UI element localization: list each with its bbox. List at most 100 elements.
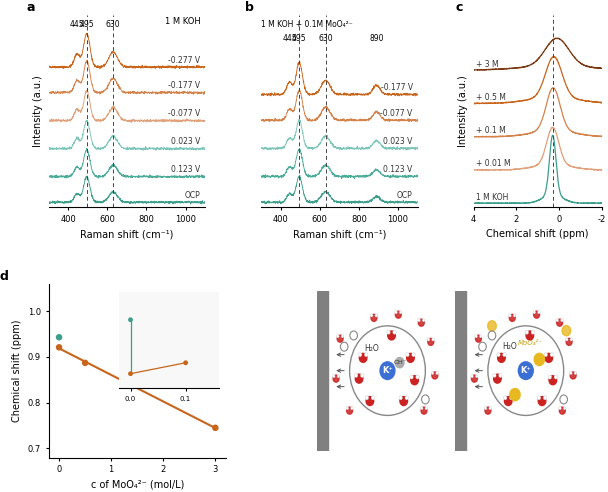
Circle shape [370,314,373,317]
Circle shape [533,310,536,314]
Circle shape [475,335,482,342]
Y-axis label: Chemical shift (ppm): Chemical shift (ppm) [12,319,22,422]
Circle shape [557,319,562,326]
Text: -0.177 V: -0.177 V [168,81,200,91]
Circle shape [337,335,343,342]
Circle shape [549,376,557,385]
Circle shape [400,397,407,405]
Bar [317,291,328,451]
Circle shape [337,374,340,378]
Point [80,359,90,367]
Circle shape [358,353,362,357]
X-axis label: Raman shift (cm⁻¹): Raman shift (cm⁻¹) [80,229,174,239]
Circle shape [563,406,566,410]
Circle shape [544,396,547,400]
Point [54,343,64,351]
Circle shape [537,396,541,400]
Circle shape [492,373,496,377]
Circle shape [519,362,533,379]
Circle shape [556,319,559,322]
Text: OCP: OCP [397,191,413,200]
Circle shape [399,396,402,400]
Circle shape [354,373,358,377]
Circle shape [565,338,568,341]
Circle shape [499,373,502,377]
Text: b: b [246,1,254,14]
Circle shape [395,310,398,314]
Circle shape [488,321,496,331]
Circle shape [371,314,377,321]
Circle shape [550,353,553,357]
Circle shape [471,374,474,378]
Circle shape [347,407,353,414]
Circle shape [510,314,515,321]
Circle shape [395,358,404,368]
Circle shape [538,397,546,405]
Text: c: c [455,1,463,14]
Circle shape [570,371,572,374]
Text: 630: 630 [106,20,120,29]
Circle shape [475,335,477,338]
Text: 1 M KOH: 1 M KOH [475,193,508,202]
Circle shape [513,314,516,317]
Text: OCP: OCP [185,191,200,200]
Circle shape [365,396,368,400]
Circle shape [484,406,487,410]
Circle shape [371,396,375,400]
Bar [455,291,466,451]
Text: -0.277 V: -0.277 V [168,56,200,64]
Circle shape [431,371,434,374]
Text: 445: 445 [70,20,85,29]
Circle shape [428,338,434,345]
Circle shape [387,330,390,335]
Text: -0.077 V: -0.077 V [381,109,413,118]
Circle shape [436,371,438,374]
Text: + 0.5 M: + 0.5 M [475,93,506,102]
Circle shape [545,353,553,362]
Text: OH⁻: OH⁻ [393,360,406,365]
X-axis label: c of MoO₄²⁻ (mol/L): c of MoO₄²⁻ (mol/L) [91,480,184,490]
Circle shape [534,353,545,366]
Circle shape [537,310,541,314]
Circle shape [525,330,528,335]
Circle shape [375,314,378,317]
Text: + 0.1 M: + 0.1 M [475,126,505,135]
Circle shape [471,375,477,382]
Circle shape [410,375,413,379]
Circle shape [422,319,425,322]
Text: 0.023 V: 0.023 V [171,137,200,146]
Text: + 0.01 M: + 0.01 M [475,159,510,168]
Text: 0.123 V: 0.123 V [384,165,413,174]
Circle shape [510,396,513,400]
Circle shape [412,353,415,357]
Text: K⁺: K⁺ [382,366,393,375]
Circle shape [534,311,539,318]
Circle shape [395,311,401,318]
Text: 445: 445 [282,34,297,43]
Circle shape [333,375,339,382]
Text: 890: 890 [369,34,384,43]
Text: 630: 630 [319,34,333,43]
Circle shape [355,374,363,383]
Text: d: d [0,270,8,283]
Circle shape [562,326,571,336]
Circle shape [509,314,511,317]
Circle shape [418,319,420,322]
Circle shape [432,372,438,379]
Circle shape [544,353,548,357]
Circle shape [503,353,506,357]
Circle shape [333,374,335,378]
Circle shape [425,406,427,410]
Circle shape [351,406,353,410]
Text: 495: 495 [80,20,94,29]
X-axis label: Raman shift (cm⁻¹): Raman shift (cm⁻¹) [292,229,386,239]
Point [54,333,64,341]
Circle shape [559,407,565,414]
Circle shape [498,353,505,362]
Y-axis label: Intensity (a.u.): Intensity (a.u.) [33,75,43,147]
Text: H₂O: H₂O [364,344,379,353]
Circle shape [405,396,409,400]
Circle shape [364,353,368,357]
Circle shape [421,407,427,414]
Circle shape [566,338,572,345]
